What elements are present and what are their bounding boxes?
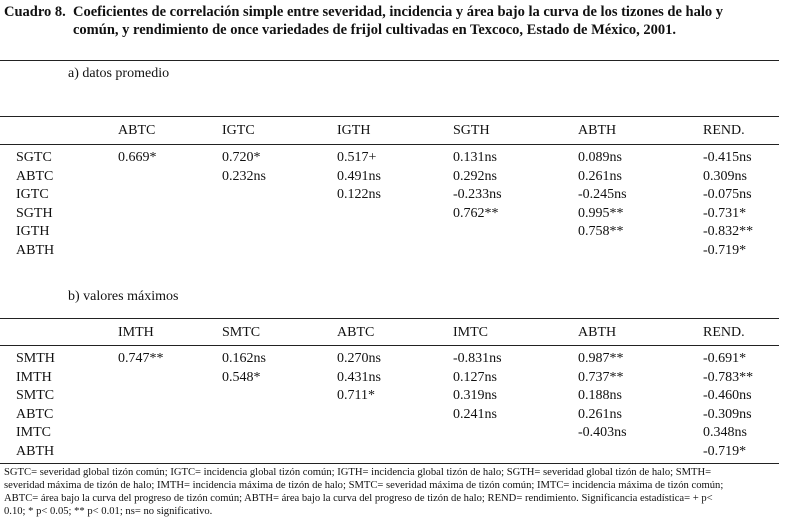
footnote-line-3: ABTC= área bajo la curva del progreso de… <box>4 493 713 504</box>
row-label: SMTH <box>16 351 55 366</box>
table-cell: -0.831ns <box>453 351 502 366</box>
table-cell: 0.261ns <box>578 406 622 422</box>
column-header: IGTC <box>222 123 255 138</box>
table-cell: -0.245ns <box>578 187 627 203</box>
table-cell: 0.431ns <box>337 369 381 385</box>
table-cell: 0.491ns <box>337 168 381 184</box>
table-cell: -0.309ns <box>703 406 752 422</box>
column-header: ABTH <box>578 123 617 138</box>
section-b-header-top-rule <box>0 318 779 319</box>
section-a-header-bottom-rule <box>0 144 779 145</box>
table-cell: 0.309ns <box>703 168 747 184</box>
table-cell: 0.089ns <box>578 150 622 165</box>
column-header: SGTH <box>453 123 490 138</box>
row-label: ABTC <box>16 406 54 422</box>
table-cell: -0.832** <box>703 224 754 240</box>
table-cell: -0.233ns <box>453 187 502 203</box>
table-cell: -0.691* <box>703 351 747 366</box>
section-a-header-top-rule <box>0 116 779 117</box>
column-header: ABTC <box>118 123 156 138</box>
table-title-line-1: Coeficientes de correlación simple entre… <box>73 4 724 20</box>
table-cell: 0.188ns <box>578 388 622 404</box>
column-header: IGTH <box>337 123 371 138</box>
table-title-line-2: común, y rendimiento de once variedades … <box>73 22 677 38</box>
footnote-line-2: severidad máxima de tizón de halo; IMTH=… <box>4 480 724 491</box>
top-rule <box>0 60 779 61</box>
table-cell: 0.131ns <box>453 150 497 165</box>
table-cell: 0.758** <box>578 224 624 240</box>
column-header: REND. <box>703 325 745 340</box>
table-cell: -0.719* <box>703 243 747 258</box>
footnote-rule <box>0 463 779 464</box>
table-cell: 0.737** <box>578 369 624 385</box>
footnote-line-4: 0.10; * p< 0.05; ** p< 0.01; ns= no sign… <box>4 506 213 517</box>
table-cell: 0.995** <box>578 205 624 221</box>
table-cell: 0.762** <box>453 205 499 221</box>
table-cell: 0.747** <box>118 351 164 366</box>
table-cell: 0.232ns <box>222 168 266 184</box>
table-cell: -0.075ns <box>703 187 752 203</box>
table-cell: 0.711* <box>337 388 375 404</box>
column-header: ABTC <box>337 325 375 340</box>
table-cell: 0.162ns <box>222 351 266 366</box>
row-label: ABTC <box>16 168 54 184</box>
table-cell: -0.731* <box>703 205 747 221</box>
row-label: SMTC <box>16 388 55 404</box>
table-cell: 0.261ns <box>578 168 622 184</box>
footnote-line-1: SGTC= severidad global tizón común; IGTC… <box>4 467 712 478</box>
table-cell: 0.122ns <box>337 187 381 203</box>
table-cell: -0.719* <box>703 444 747 459</box>
row-label: ABTH <box>16 444 55 459</box>
column-header: REND. <box>703 123 745 138</box>
table-cell: 0.720* <box>222 150 261 165</box>
row-label: ABTH <box>16 243 55 258</box>
table-cell: 0.292ns <box>453 168 497 184</box>
table-cell: 0.987** <box>578 351 624 366</box>
table-cell: -0.460ns <box>703 388 752 404</box>
row-label: SGTC <box>16 150 52 165</box>
table-cell: 0.548* <box>222 369 261 385</box>
table-cell: 0.348ns <box>703 425 747 441</box>
table-cell: -0.415ns <box>703 150 752 165</box>
column-header: IMTC <box>453 325 488 340</box>
row-label: IGTC <box>16 187 49 203</box>
row-label: IGTH <box>16 224 50 240</box>
table-cell: 0.241ns <box>453 406 497 422</box>
section-b-header-bottom-rule <box>0 345 779 346</box>
column-header: IMTH <box>118 325 154 340</box>
table-cell: 0.319ns <box>453 388 497 404</box>
row-label: SGTH <box>16 205 53 221</box>
section-b-subtitle: b) valores máximos <box>68 289 179 304</box>
table-label: Cuadro 8. <box>4 4 66 20</box>
row-label: IMTC <box>16 425 51 441</box>
table-cell: 0.127ns <box>453 369 497 385</box>
row-label: IMTH <box>16 369 52 385</box>
table-cell: 0.669* <box>118 150 157 165</box>
table-cell: -0.403ns <box>578 425 627 441</box>
column-header: ABTH <box>578 325 617 340</box>
table-cell: -0.783** <box>703 369 754 385</box>
table-cell: 0.270ns <box>337 351 381 366</box>
table-cell: 0.517+ <box>337 150 377 165</box>
column-header: SMTC <box>222 325 261 340</box>
section-a-subtitle: a) datos promedio <box>68 66 170 81</box>
